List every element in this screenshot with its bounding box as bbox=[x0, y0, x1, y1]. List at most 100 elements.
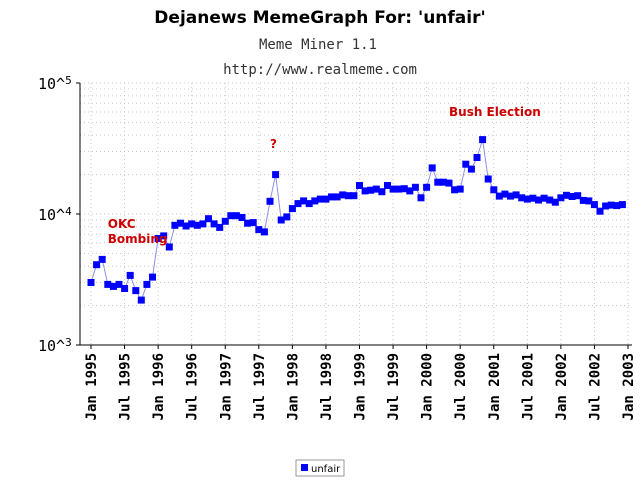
data-point bbox=[507, 192, 514, 200]
x-tick-label: Jul 1995 bbox=[118, 353, 134, 420]
data-point bbox=[104, 280, 112, 288]
x-tick-label: Jan 1998 bbox=[285, 353, 301, 420]
legend-swatch-unfair bbox=[301, 464, 308, 471]
data-point bbox=[585, 197, 593, 205]
grid-lines bbox=[80, 82, 632, 345]
data-point bbox=[367, 186, 375, 194]
data-point bbox=[439, 178, 447, 186]
annotation-label: ? bbox=[270, 137, 277, 151]
data-point bbox=[121, 285, 129, 292]
data-point bbox=[540, 194, 548, 202]
data-point bbox=[232, 212, 240, 220]
data-point bbox=[546, 196, 554, 204]
data-point bbox=[260, 228, 268, 236]
data-point bbox=[305, 200, 313, 208]
data-point bbox=[467, 165, 475, 173]
data-point bbox=[512, 191, 520, 199]
chart-title: Dejanews MemeGraph For: 'unfair' bbox=[154, 8, 485, 28]
x-tick-label: Jan 2002 bbox=[554, 353, 570, 420]
data-point bbox=[529, 194, 537, 202]
data-point bbox=[249, 219, 257, 227]
data-point bbox=[109, 282, 117, 290]
data-point bbox=[283, 213, 291, 221]
data-point bbox=[244, 219, 252, 227]
data-point bbox=[171, 221, 179, 229]
x-tick-label: Jan 1995 bbox=[84, 353, 100, 420]
x-tick-label: Jul 1996 bbox=[185, 353, 201, 420]
data-point bbox=[143, 280, 151, 288]
data-point bbox=[238, 214, 246, 221]
data-point bbox=[428, 164, 436, 172]
y-tick-label: 10^5 bbox=[38, 74, 72, 93]
x-tick-label: Jan 1999 bbox=[353, 353, 369, 420]
data-point bbox=[344, 192, 352, 200]
data-point bbox=[205, 215, 212, 223]
data-point bbox=[518, 194, 526, 202]
x-tick-label: Jul 2002 bbox=[587, 353, 603, 420]
data-point bbox=[384, 182, 391, 189]
data-point bbox=[372, 185, 380, 193]
data-point bbox=[350, 192, 358, 200]
data-point bbox=[199, 220, 207, 228]
data-point bbox=[535, 196, 542, 204]
data-point bbox=[93, 261, 101, 269]
data-point bbox=[115, 280, 123, 288]
data-point bbox=[445, 179, 453, 187]
data-point bbox=[193, 221, 201, 229]
data-point bbox=[221, 217, 229, 225]
data-point bbox=[154, 235, 162, 242]
data-point bbox=[316, 195, 324, 203]
data-point bbox=[400, 185, 408, 193]
data-point bbox=[277, 216, 285, 224]
data-point bbox=[339, 191, 347, 199]
y-tick-label: 10^3 bbox=[38, 336, 72, 355]
data-point bbox=[395, 185, 403, 193]
data-point bbox=[149, 273, 156, 281]
data-point bbox=[423, 183, 431, 191]
data-point bbox=[294, 200, 302, 208]
data-point bbox=[311, 197, 319, 205]
data-point bbox=[132, 287, 140, 295]
data-point bbox=[177, 219, 184, 227]
data-point bbox=[378, 188, 386, 196]
annotations: OKC Bombing? Bush Election bbox=[108, 105, 541, 246]
data-point bbox=[484, 175, 492, 183]
data-point bbox=[607, 201, 615, 209]
chart-subtitle: Meme Miner 1.1 bbox=[259, 37, 377, 53]
x-tick-label: Jan 1997 bbox=[218, 353, 234, 420]
data-point bbox=[411, 183, 419, 191]
data-point bbox=[590, 201, 598, 209]
annotation-label: Bush Election bbox=[449, 105, 541, 119]
data-point bbox=[266, 197, 274, 205]
data-point bbox=[456, 185, 464, 193]
data-point bbox=[160, 232, 168, 240]
data-point bbox=[574, 192, 582, 200]
data-point bbox=[227, 212, 235, 220]
data-point bbox=[272, 171, 280, 179]
x-tick-labels: Jan 1995 Jul 1995 Jan 1996 Jul 1996 Jan 1997… bbox=[84, 345, 637, 420]
data-point bbox=[602, 202, 610, 210]
x-tick-label: Jan 2000 bbox=[420, 353, 436, 420]
data-point bbox=[490, 186, 498, 194]
data-point bbox=[255, 226, 263, 234]
data-point bbox=[288, 205, 296, 213]
x-tick-label: Jul 1997 bbox=[252, 353, 268, 420]
data-point bbox=[87, 279, 95, 286]
y-tick-label: 10^4 bbox=[38, 205, 72, 224]
data-point bbox=[182, 222, 190, 230]
data-point bbox=[216, 223, 224, 231]
annotation-label: OKC Bombing bbox=[108, 217, 168, 246]
data-point bbox=[596, 207, 604, 215]
data-point bbox=[417, 194, 425, 202]
series-unfair bbox=[87, 136, 626, 304]
data-point bbox=[188, 220, 196, 228]
x-tick-label: Jul 1998 bbox=[319, 353, 335, 420]
data-point bbox=[328, 193, 335, 201]
data-point bbox=[165, 243, 173, 251]
data-point bbox=[501, 190, 509, 198]
y-tick-labels: 10^5 10^4 10^3 bbox=[38, 74, 80, 355]
data-point bbox=[406, 187, 414, 195]
chart-url: http://www.realmeme.com bbox=[223, 62, 417, 78]
legend: unfair bbox=[295, 459, 345, 477]
data-point bbox=[618, 201, 626, 209]
